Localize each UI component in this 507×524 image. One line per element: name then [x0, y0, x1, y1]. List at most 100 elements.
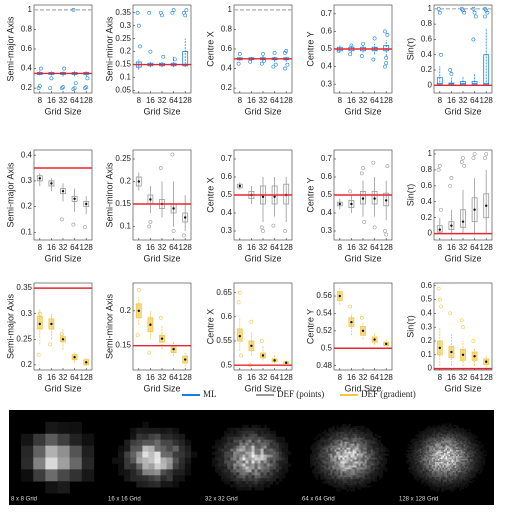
y-tick-label: 0.2 [120, 47, 132, 56]
pixel [372, 459, 376, 462]
pixel [326, 447, 329, 450]
pixel [336, 457, 339, 460]
pixel [418, 441, 421, 443]
pixel [366, 447, 370, 450]
pixel [424, 481, 427, 484]
pixel [272, 430, 277, 435]
pixel [326, 457, 329, 460]
pixel [469, 476, 472, 479]
pixel [372, 437, 376, 440]
pixel [481, 450, 484, 452]
pixel [350, 431, 353, 435]
pixel [416, 461, 419, 464]
pixel [372, 443, 376, 446]
pixel [447, 444, 449, 446]
pixel [320, 449, 323, 452]
pixel [318, 439, 321, 442]
pixel [477, 464, 480, 467]
pixel [421, 433, 424, 436]
pixel [453, 432, 455, 435]
pixel [366, 453, 370, 456]
pixel [462, 439, 464, 442]
pixel [45, 421, 58, 435]
pixel [263, 433, 267, 438]
pixel [248, 472, 252, 476]
pixel [459, 450, 461, 452]
pixel [142, 439, 149, 446]
pixel [230, 451, 234, 455]
pixel [334, 441, 337, 444]
outlier [71, 7, 76, 12]
pixel [263, 454, 267, 458]
pixel [360, 461, 363, 464]
y-tick-label: 0.5 [421, 295, 433, 304]
pixel [272, 439, 277, 443]
pixel [370, 457, 374, 460]
pixel [433, 451, 436, 454]
pixel [324, 457, 327, 460]
median [361, 197, 365, 200]
pixel [434, 469, 437, 472]
pixel [358, 487, 361, 490]
pixel [457, 442, 460, 445]
pixel [260, 475, 264, 479]
outlier [384, 55, 389, 60]
pixel [431, 461, 434, 464]
pixel [434, 460, 437, 463]
pixel [416, 467, 419, 470]
pixel [471, 438, 474, 440]
pixel [447, 466, 449, 469]
pixel [236, 448, 240, 452]
pixel [424, 457, 427, 460]
pixel [462, 453, 464, 455]
pixel [443, 450, 446, 452]
pixel [368, 485, 372, 488]
pixel [442, 439, 445, 442]
pixel [407, 444, 410, 446]
pixel [330, 471, 333, 474]
pixel [374, 477, 378, 480]
pixel [350, 445, 353, 448]
pixel [436, 454, 439, 457]
pixel [456, 478, 458, 481]
pixel [433, 427, 436, 430]
pixel [257, 469, 261, 473]
pixel [483, 463, 486, 466]
pixel [481, 454, 484, 457]
pixel [453, 476, 455, 479]
pixel [460, 454, 463, 457]
pixel [465, 442, 468, 445]
pixel [431, 445, 434, 448]
x-tick-label: 16 [146, 96, 155, 105]
pixel [227, 478, 231, 482]
pixel [451, 490, 454, 492]
pixel [320, 477, 323, 480]
x-tick-label: 128 [480, 243, 494, 252]
pixel [434, 442, 437, 445]
outlier [259, 61, 264, 66]
pixel [436, 481, 439, 484]
pixel [480, 453, 483, 455]
pixel [430, 472, 433, 475]
pixel [448, 442, 451, 445]
pixel [477, 450, 480, 452]
pixel [437, 472, 440, 475]
pixel [469, 441, 472, 443]
pixel [340, 429, 343, 433]
box [460, 209, 466, 228]
pixel [434, 467, 437, 470]
pixel [350, 433, 353, 437]
pixel [242, 463, 246, 467]
pixel [430, 432, 433, 435]
pixel [454, 478, 457, 481]
pixel [427, 472, 430, 475]
pixel [460, 453, 463, 455]
pixel [443, 435, 446, 438]
pixel [269, 430, 274, 435]
pixel [269, 445, 274, 449]
pixel [409, 445, 411, 448]
pixel [425, 482, 428, 485]
pixel [324, 443, 327, 446]
pixel [459, 460, 461, 463]
pixel [450, 487, 452, 489]
